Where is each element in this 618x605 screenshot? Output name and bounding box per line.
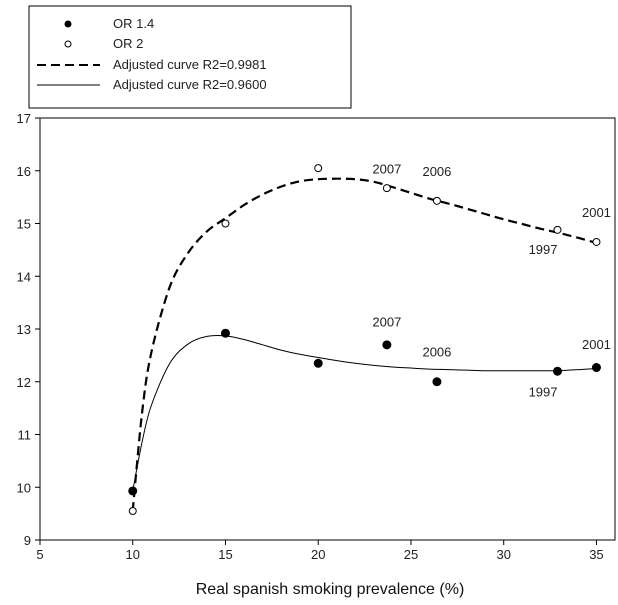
x-axis-title: Real spanish smoking prevalence (%) bbox=[196, 581, 465, 598]
year-annotation: 2007 bbox=[372, 314, 401, 329]
fit-curves bbox=[131, 177, 597, 512]
y-tick-label: 16 bbox=[17, 164, 31, 179]
point-or-2 bbox=[128, 506, 137, 515]
y-tick-label: 15 bbox=[17, 217, 31, 232]
point-or-1-4 bbox=[220, 328, 230, 338]
point-or-2 bbox=[314, 164, 323, 173]
year-annotation: 2006 bbox=[422, 344, 451, 359]
fit-curve-solid bbox=[132, 334, 597, 491]
point-or-2 bbox=[553, 225, 562, 234]
plot-border bbox=[39, 117, 616, 541]
x-tick-label: 20 bbox=[311, 547, 325, 562]
year-annotation: 2006 bbox=[422, 164, 451, 179]
year-annotation: 1997 bbox=[529, 385, 558, 400]
legend-box bbox=[28, 5, 352, 109]
point-or-1-4 bbox=[382, 340, 392, 350]
point-or-1-4 bbox=[591, 363, 601, 373]
legend-label: OR 1.4 bbox=[113, 16, 154, 31]
y-tick-label: 11 bbox=[18, 428, 32, 443]
y-tick-label: 13 bbox=[17, 322, 31, 337]
legend-marker-filled bbox=[64, 20, 72, 28]
y-tick-label: 17 bbox=[17, 111, 31, 126]
fit-curve-dashed bbox=[131, 177, 597, 512]
legend-label: Adjusted curve R2=0.9600 bbox=[113, 77, 267, 92]
point-or-2 bbox=[221, 219, 230, 228]
y-tick-label: 12 bbox=[17, 375, 31, 390]
y-tick-label: 14 bbox=[17, 269, 31, 284]
x-tick-label: 10 bbox=[126, 547, 140, 562]
x-tick-label: 25 bbox=[404, 547, 418, 562]
point-or-2 bbox=[432, 196, 441, 205]
x-tick-label: 15 bbox=[218, 547, 232, 562]
annotations: 2007 2006 2001 1997 2007 2006 2001 1997 bbox=[372, 161, 611, 399]
point-or-1-4 bbox=[128, 486, 138, 496]
legend: OR 1.4 OR 2 Adjusted curve R2=0.9981 Adjust… bbox=[28, 5, 352, 109]
y-tick-label: 10 bbox=[17, 480, 31, 495]
plot-area bbox=[39, 117, 616, 541]
year-annotation: 1997 bbox=[529, 242, 558, 257]
year-annotation: 2007 bbox=[372, 161, 401, 176]
data-points bbox=[128, 164, 601, 515]
year-annotation: 2001 bbox=[582, 337, 611, 352]
legend-marker-open bbox=[64, 40, 72, 48]
legend-label: Adjusted curve R2=0.9981 bbox=[113, 57, 267, 72]
x-tick-label: 5 bbox=[36, 547, 43, 562]
point-or-2 bbox=[382, 184, 391, 193]
point-or-1-4 bbox=[313, 358, 323, 368]
axis-ticks: 5 10 15 20 25 30 35 9 10 11 12 13 14 15 16 17 bbox=[17, 111, 604, 562]
point-or-1-4 bbox=[553, 366, 562, 376]
y-tick-label: 9 bbox=[24, 533, 31, 548]
legend-label: OR 2 bbox=[113, 36, 143, 51]
x-tick-label: 35 bbox=[589, 547, 603, 562]
x-tick-label: 30 bbox=[496, 547, 510, 562]
point-or-2 bbox=[592, 237, 601, 246]
point-or-1-4 bbox=[432, 377, 442, 387]
year-annotation: 2001 bbox=[582, 205, 611, 220]
